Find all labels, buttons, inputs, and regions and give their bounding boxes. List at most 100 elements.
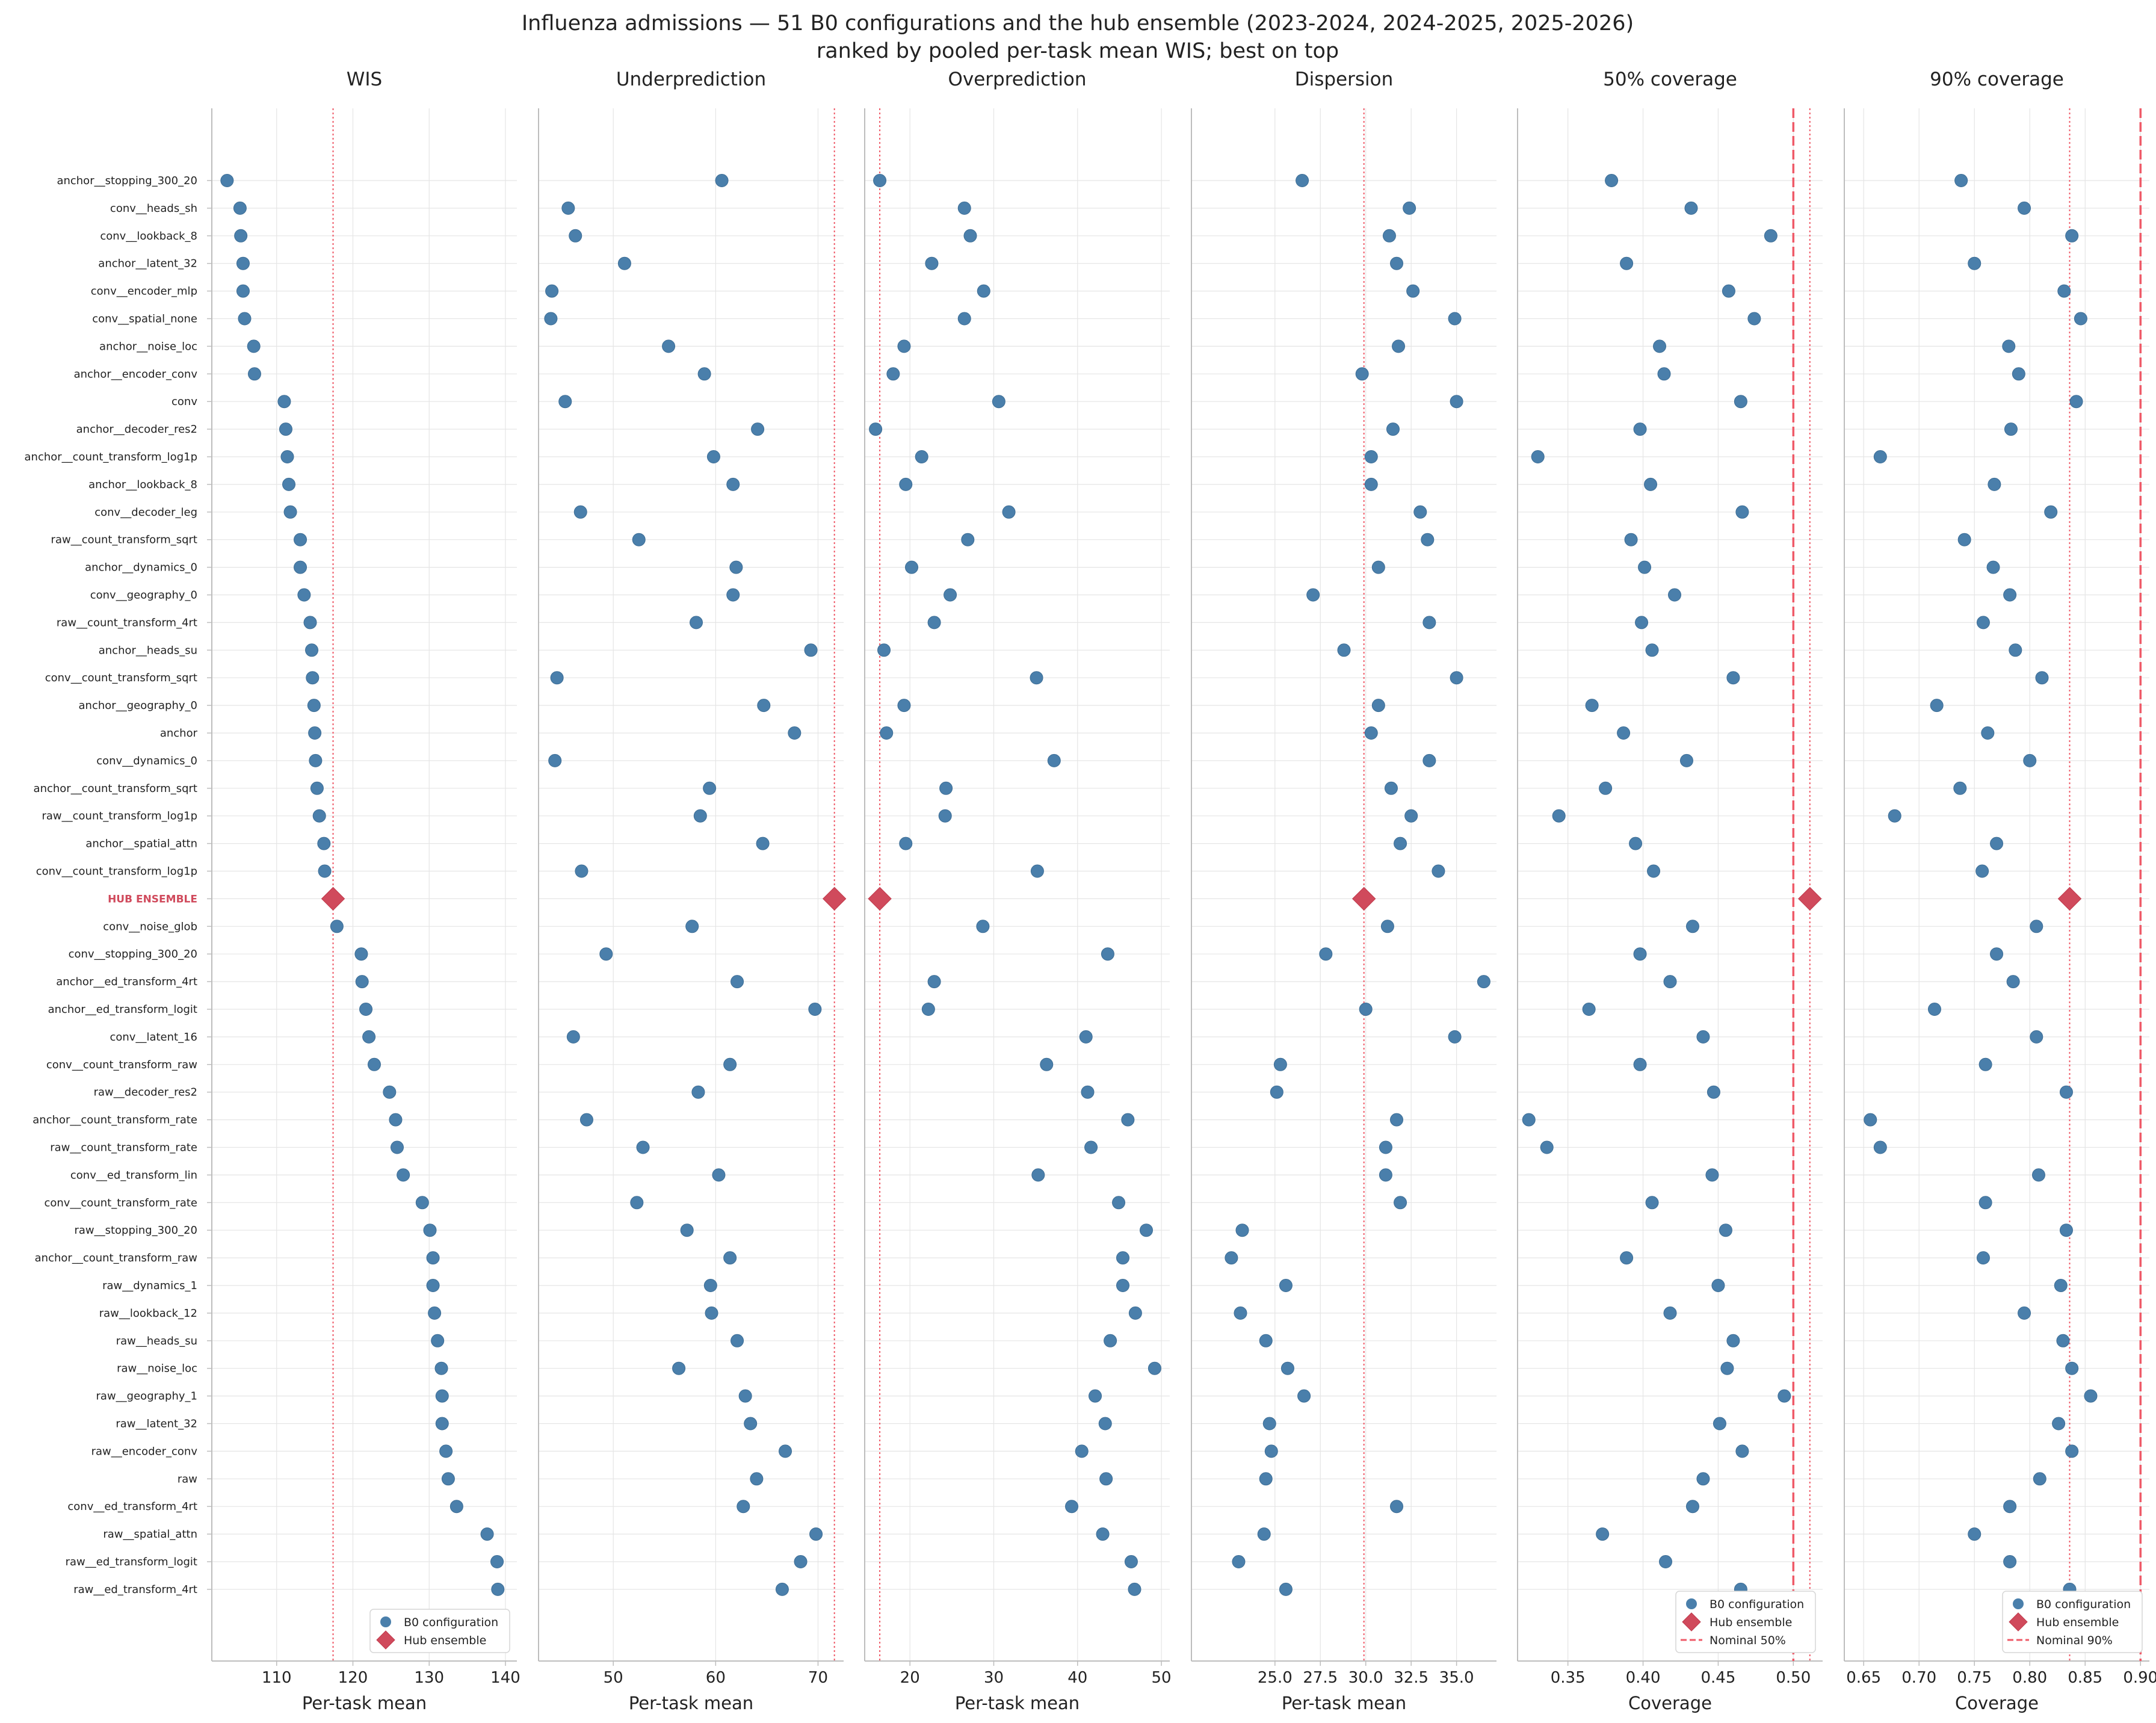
data-point	[544, 312, 558, 326]
data-point	[1685, 920, 1699, 933]
data-point	[569, 229, 582, 243]
row-label: anchor__ed_transform_4rt	[56, 976, 197, 988]
data-point	[1270, 1085, 1283, 1099]
data-point	[1888, 809, 1901, 823]
x-tick-label: 32.5	[1394, 1669, 1429, 1687]
data-point	[1121, 1113, 1135, 1127]
data-point	[391, 1140, 404, 1154]
row-label: conv__latent_16	[110, 1031, 197, 1044]
row-label: conv__dynamics_0	[96, 755, 197, 767]
data-point	[1379, 1140, 1392, 1154]
data-point	[1679, 753, 1693, 767]
data-point	[2065, 1444, 2079, 1458]
data-point	[1707, 1085, 1720, 1099]
data-point	[1422, 753, 1436, 767]
data-point	[312, 809, 326, 823]
data-point	[1432, 864, 1445, 878]
data-point	[1124, 1555, 1138, 1568]
data-point	[957, 201, 971, 215]
data-point	[1957, 533, 1971, 546]
data-point	[877, 643, 891, 657]
data-point	[1981, 726, 1995, 740]
data-point	[2065, 229, 2079, 243]
data-point	[279, 422, 292, 436]
data-point	[1128, 1582, 1141, 1596]
legend: B0 configuration Hub ensemble	[369, 1609, 510, 1653]
data-point	[1734, 395, 1747, 409]
data-point	[1986, 560, 2000, 574]
data-point	[1968, 256, 1981, 270]
data-point	[697, 367, 711, 381]
data-point	[573, 505, 587, 519]
data-point	[1259, 1334, 1273, 1347]
x-tick-label: 0.35	[1551, 1669, 1586, 1687]
data-point	[2052, 1417, 2066, 1431]
data-point	[435, 1417, 449, 1431]
data-point	[921, 1003, 935, 1016]
legend-label: B0 configuration	[2036, 1598, 2131, 1611]
data-point	[729, 560, 743, 574]
x-tick-label: 50	[604, 1669, 623, 1687]
data-point	[362, 1030, 376, 1044]
data-point	[1620, 1251, 1634, 1265]
legend-label: B0 configuration	[1710, 1598, 1804, 1611]
data-point	[1084, 1140, 1098, 1154]
data-point	[220, 174, 234, 187]
legend: B0 configuration Hub ensemble Nominal 50%	[1675, 1591, 1816, 1653]
x-tick-label: 0.75	[1957, 1669, 1992, 1687]
data-point	[756, 837, 770, 850]
data-point	[703, 781, 717, 795]
data-point	[491, 1582, 505, 1596]
data-point	[1735, 505, 1749, 519]
data-point	[1605, 174, 1619, 187]
data-point	[927, 975, 941, 989]
x-tick-label: 30.0	[1348, 1669, 1383, 1687]
data-point	[706, 450, 720, 463]
data-point	[1359, 1003, 1373, 1016]
row-label: conv__ed_transform_4rt	[67, 1500, 197, 1513]
data-point	[1927, 1003, 1941, 1016]
data-point	[1657, 367, 1671, 381]
data-point	[703, 1279, 717, 1292]
data-point	[1364, 450, 1378, 463]
chart-title-line2: ranked by pooled per-task mean WIS; best…	[817, 39, 1339, 63]
data-point	[1638, 560, 1652, 574]
data-point	[1531, 450, 1545, 463]
data-point	[1413, 505, 1427, 519]
data-point	[310, 781, 324, 795]
x-tick-label: 0.90	[2123, 1669, 2156, 1687]
data-point	[1647, 864, 1661, 878]
data-point	[1232, 1555, 1246, 1568]
row-label: anchor__encoder_conv	[74, 368, 198, 380]
data-point	[957, 312, 971, 326]
legend-marker-config	[2013, 1598, 2024, 1609]
data-point	[927, 616, 941, 629]
row-label: raw__lookback_12	[99, 1307, 197, 1320]
data-point	[579, 1113, 593, 1127]
data-point	[1089, 1389, 1102, 1403]
data-point	[1990, 837, 2004, 850]
data-point	[1406, 284, 1420, 298]
row-label: anchor__count_transform_rate	[32, 1114, 197, 1127]
row-label: anchor	[160, 727, 198, 740]
row-label: anchor__decoder_res2	[76, 423, 197, 436]
legend: B0 configuration Hub ensemble Nominal 90%	[2002, 1591, 2143, 1653]
data-point	[1624, 533, 1638, 546]
x-tick-label: 140	[490, 1669, 520, 1687]
data-point	[1726, 671, 1740, 685]
data-point	[1047, 753, 1061, 767]
data-point	[705, 1306, 718, 1320]
panel-3: 20 30 40 50 Overprediction Per-task mean	[864, 69, 1172, 1713]
data-point	[794, 1555, 808, 1568]
data-point	[1450, 671, 1463, 685]
data-point	[307, 699, 321, 713]
legend-marker-config	[380, 1616, 391, 1627]
data-point	[1711, 1279, 1725, 1292]
x-tick-label: 0.40	[1626, 1669, 1661, 1687]
data-point	[1380, 920, 1394, 933]
data-point	[992, 395, 1005, 409]
hub-ensemble-point	[1798, 886, 1822, 911]
data-point	[899, 477, 913, 491]
data-point	[2057, 284, 2071, 298]
data-point	[1279, 1582, 1293, 1596]
